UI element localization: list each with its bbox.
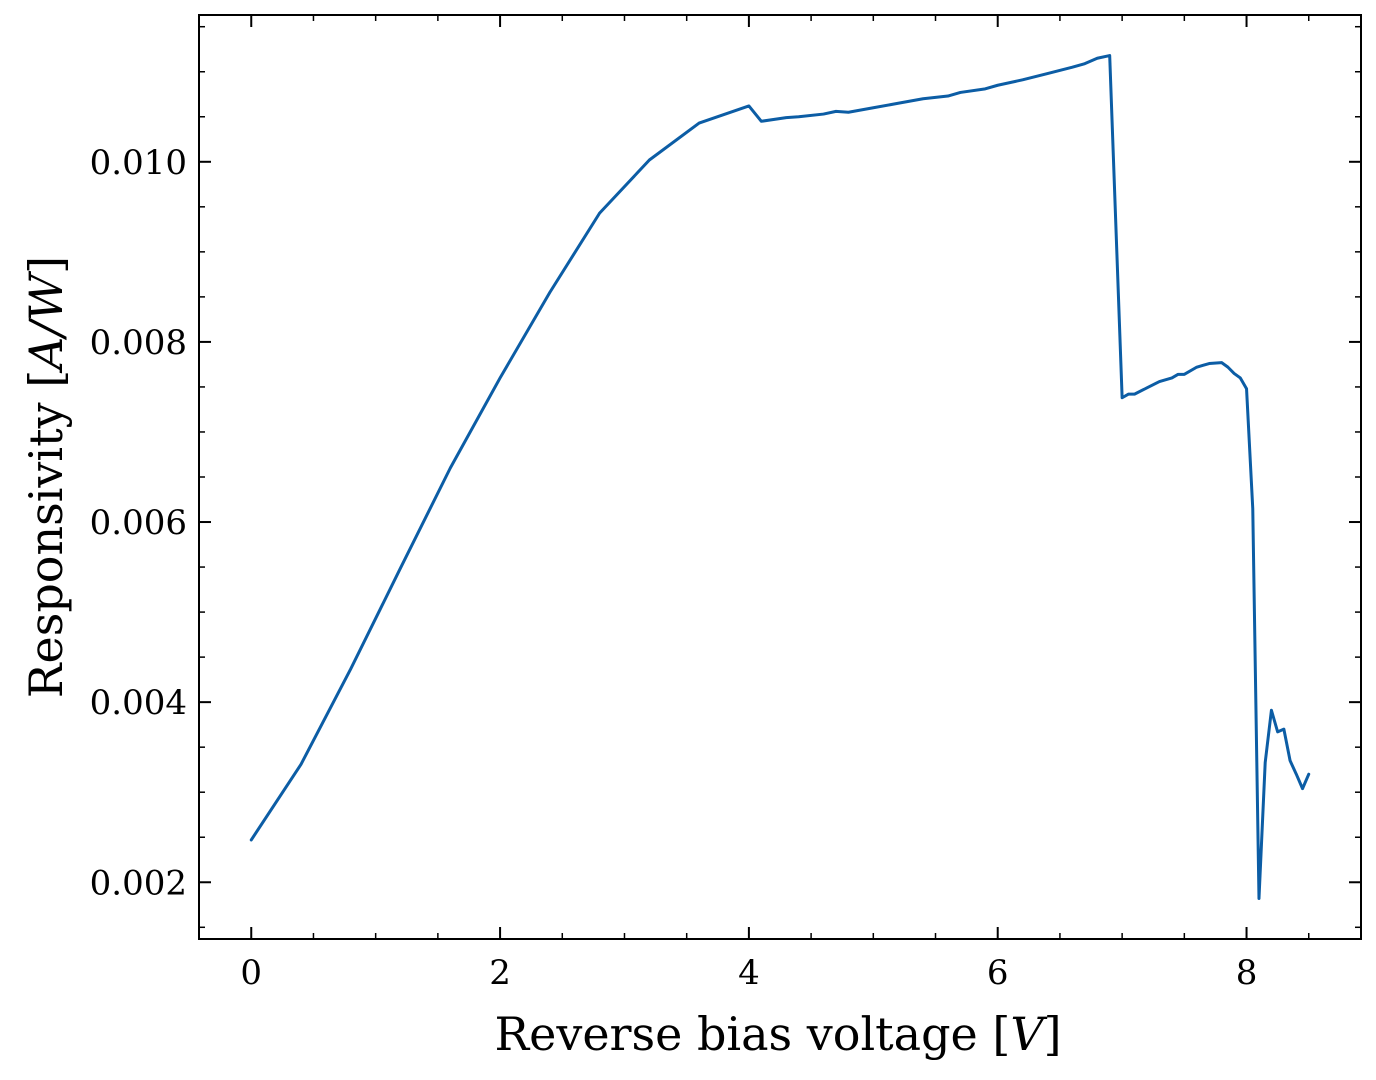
data-point: [822, 112, 825, 116]
y-axis-title-unit: A/W: [19, 270, 73, 374]
x-tick-label: 8: [1236, 953, 1258, 993]
data-point: [1257, 897, 1261, 900]
data-point: [349, 667, 352, 671]
y-axis-title: Responsivity [A/W]: [19, 256, 73, 698]
data-point: [1127, 392, 1130, 396]
series-layer: [249, 54, 1311, 900]
data-point: [797, 115, 800, 118]
data-point: [1239, 376, 1242, 380]
x-tick-label: 2: [489, 953, 511, 993]
data-point: [896, 102, 900, 105]
x-axis-title-open-bracket: [: [992, 1007, 1010, 1061]
data-point: [1183, 373, 1186, 376]
data-point: [399, 566, 402, 570]
y-tick-label: 0.002: [90, 863, 187, 903]
x-axis-title-text: Reverse bias voltage: [494, 1007, 992, 1061]
data-point: [996, 84, 999, 87]
data-point: [1108, 54, 1111, 57]
y-tick-label: 0.004: [90, 683, 187, 723]
data-point: [872, 106, 875, 109]
y-tick-label: 0.006: [90, 503, 187, 543]
data-point: [1282, 727, 1286, 731]
tick-labels: 0 2 4 6 8 0.002 0.004 0.006 0.008 0.010: [90, 143, 1258, 993]
data-point: [1226, 365, 1230, 369]
data-point: [1264, 761, 1267, 764]
data-point: [1276, 730, 1279, 734]
data-point: [1170, 376, 1174, 380]
data-point: [834, 110, 838, 113]
data-point: [959, 91, 962, 94]
data-point: [1301, 787, 1304, 790]
data-point: [697, 121, 701, 125]
data-point: [1220, 361, 1223, 364]
data-point: [648, 158, 651, 162]
data-point: [250, 838, 253, 842]
data-point: [847, 111, 850, 114]
tick-marks: [199, 15, 1361, 939]
x-tick-label: 0: [240, 953, 262, 993]
data-point: [1195, 365, 1198, 369]
data-point: [1245, 387, 1248, 390]
data-point: [498, 376, 502, 380]
series-line: [249, 54, 1311, 900]
data-point: [1046, 72, 1049, 75]
data-point: [1288, 759, 1292, 762]
data-point: [299, 763, 303, 766]
y-tick-label: 0.010: [90, 143, 187, 183]
y-axis-title-close-bracket: ]: [19, 256, 73, 274]
data-point: [1232, 372, 1236, 375]
x-tick-label: 4: [738, 953, 760, 993]
x-axis-title: Reverse bias voltage [V]: [494, 1007, 1061, 1061]
data-point: [1120, 396, 1124, 399]
x-axis-title-unit: V: [1010, 1007, 1048, 1061]
data-point: [449, 466, 452, 470]
data-point: [1307, 772, 1310, 776]
data-point: [548, 291, 552, 294]
y-tick-label: 0.008: [90, 323, 187, 363]
data-point: [984, 87, 987, 91]
data-point: [1251, 507, 1254, 510]
data-point: [1096, 57, 1099, 60]
data-point: [760, 120, 763, 123]
data-point: [785, 116, 788, 119]
data-point: [1021, 78, 1024, 82]
data-point: [1176, 373, 1180, 376]
data-point: [1201, 364, 1205, 367]
data-point: [921, 97, 925, 100]
y-axis-title-open-bracket: [: [19, 370, 73, 388]
data-point: [1145, 386, 1149, 390]
data-point: [946, 94, 950, 98]
data-point: [1083, 62, 1087, 65]
data-point: [747, 104, 751, 108]
data-point: [1158, 380, 1161, 383]
y-axis-title-text: Responsivity: [19, 388, 73, 698]
data-point: [1133, 392, 1136, 396]
data-point: [1071, 66, 1074, 69]
plot-frame: [198, 14, 1362, 940]
x-axis-title-close-bracket: ]: [1044, 1007, 1062, 1061]
data-point: [598, 211, 601, 215]
data-point: [1208, 362, 1211, 365]
data-point: [1295, 772, 1298, 776]
x-tick-label: 6: [987, 953, 1009, 993]
data-point: [1270, 709, 1273, 712]
